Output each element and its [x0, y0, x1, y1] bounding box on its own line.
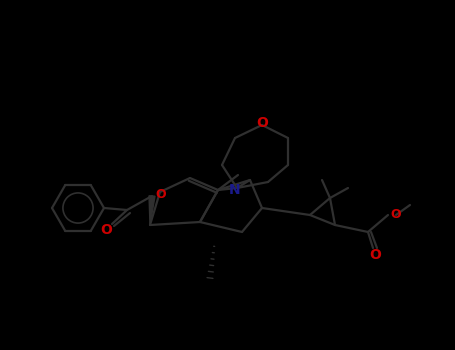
Text: O: O — [155, 188, 166, 201]
Text: O: O — [256, 116, 268, 130]
Text: O: O — [100, 223, 112, 237]
Text: O: O — [369, 248, 381, 262]
Text: O: O — [390, 208, 400, 220]
Polygon shape — [149, 196, 155, 225]
Text: N: N — [229, 183, 241, 197]
